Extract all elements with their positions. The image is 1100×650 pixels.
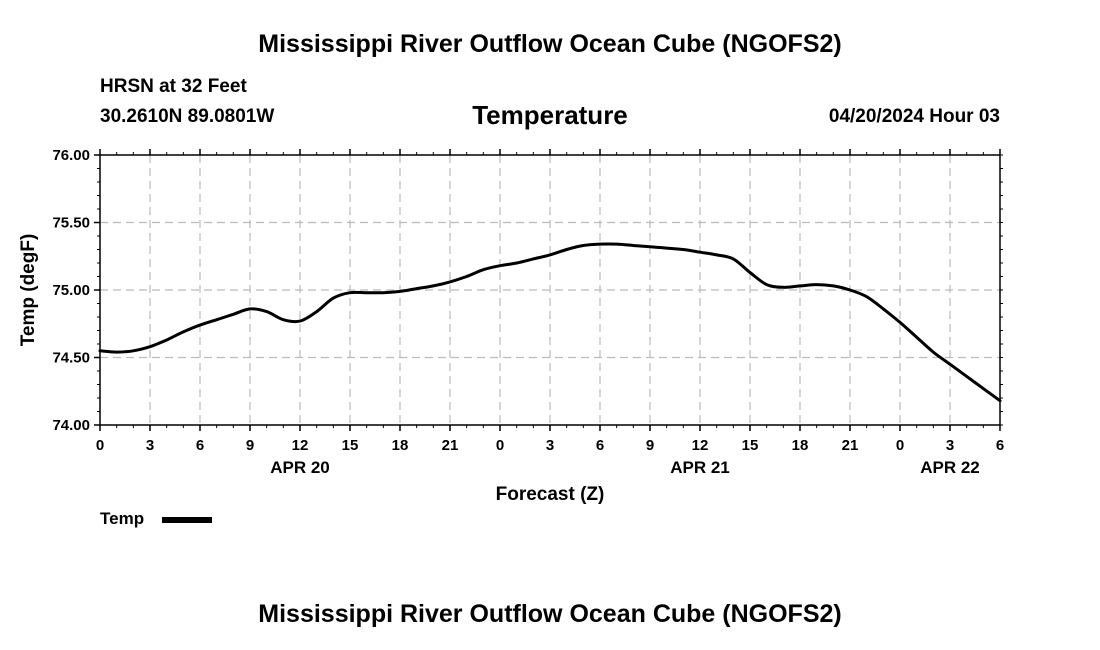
- station-coordinates: 30.2610N 89.0801W: [100, 106, 275, 127]
- y-tick-label: 74.50: [52, 350, 90, 367]
- x-axis: 0 3 6 9 12 15 18 21 0 3 6 9 12 15 18 21 0 3 6: [96, 149, 1004, 454]
- page-title: Mississippi River Outflow Ocean Cube (NG…: [258, 30, 842, 58]
- date-label: APR 20: [270, 458, 330, 477]
- plot-frame: [99, 154, 1001, 426]
- y-axis: 74.00 74.50 75.00 75.50 76.00: [52, 147, 1003, 434]
- y-tick-label: 75.00: [52, 282, 90, 299]
- date-labels: APR 20 APR 21 APR 22: [270, 458, 980, 477]
- x-tick-label: 9: [646, 437, 654, 454]
- y-tick-label: 76.00: [52, 147, 90, 164]
- x-tick-label: 9: [246, 437, 254, 454]
- x-tick-label: 3: [546, 437, 554, 454]
- x-tick-label: 21: [842, 437, 859, 454]
- x-tick-label: 3: [946, 437, 954, 454]
- grid: [100, 155, 1000, 425]
- x-tick-label: 12: [692, 437, 709, 454]
- chart-title: Temperature: [472, 100, 628, 130]
- footer-title: Mississippi River Outflow Ocean Cube (NG…: [258, 600, 842, 628]
- temp-series-line: [98, 242, 1002, 403]
- x-tick-label: 18: [392, 437, 409, 454]
- y-tick-label: 74.00: [52, 417, 90, 434]
- x-tick-label: 15: [742, 437, 759, 454]
- series-layer: [98, 242, 1002, 403]
- x-tick-label: 15: [342, 437, 359, 454]
- forecast-datetime: 04/20/2024 Hour 03: [828, 106, 1000, 127]
- date-label: APR 22: [920, 458, 980, 477]
- x-tick-label: 0: [96, 437, 104, 454]
- x-tick-label: 18: [792, 437, 809, 454]
- x-tick-label: 0: [896, 437, 904, 454]
- x-tick-label: 0: [496, 437, 504, 454]
- x-tick-label: 3: [146, 437, 154, 454]
- x-tick-label: 6: [196, 437, 204, 454]
- y-axis-label: Temp (degF): [18, 234, 39, 347]
- x-tick-label: 6: [596, 437, 604, 454]
- x-tick-label: 21: [442, 437, 459, 454]
- legend-label: Temp: [100, 509, 145, 528]
- x-axis-label: Forecast (Z): [496, 484, 605, 505]
- y-tick-label: 75.50: [52, 215, 90, 232]
- x-tick-label: 6: [996, 437, 1004, 454]
- station-label: HRSN at 32 Feet: [100, 76, 247, 97]
- legend-line-swatch: [162, 517, 212, 523]
- date-label: APR 21: [670, 458, 730, 477]
- x-tick-label: 12: [292, 437, 309, 454]
